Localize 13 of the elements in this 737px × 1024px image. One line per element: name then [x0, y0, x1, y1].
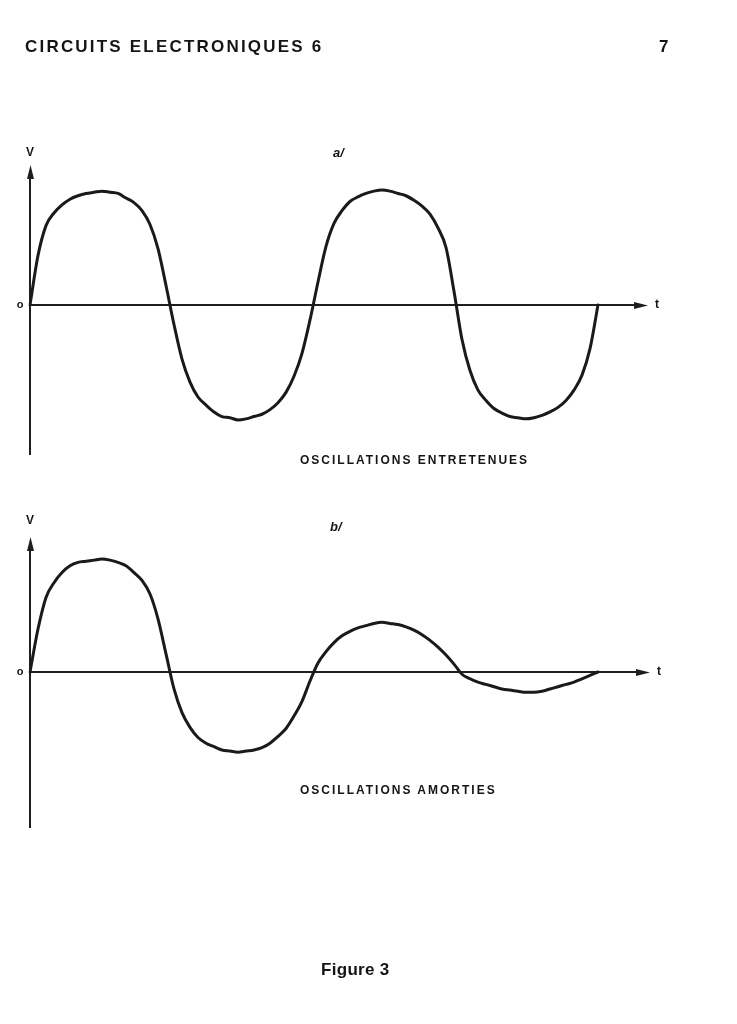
x-axis-title: t [655, 297, 659, 312]
text: OSCILLATIONS AMORTIES [300, 783, 497, 797]
text: o [16, 664, 24, 677]
text: CIRCUITS ELECTRONIQUES 6 [25, 37, 324, 56]
text: 7 [659, 37, 669, 56]
chart-title: b/ [330, 519, 342, 534]
caption: Figure 3 [321, 960, 390, 979]
text: o [16, 297, 24, 310]
chart-title: a/ [333, 145, 344, 160]
y-axis-title: V [25, 513, 35, 527]
x-axis-title: t [657, 664, 661, 679]
y-axis-title: V [25, 145, 35, 159]
text: OSCILLATIONS ENTRETENUES [300, 453, 530, 467]
